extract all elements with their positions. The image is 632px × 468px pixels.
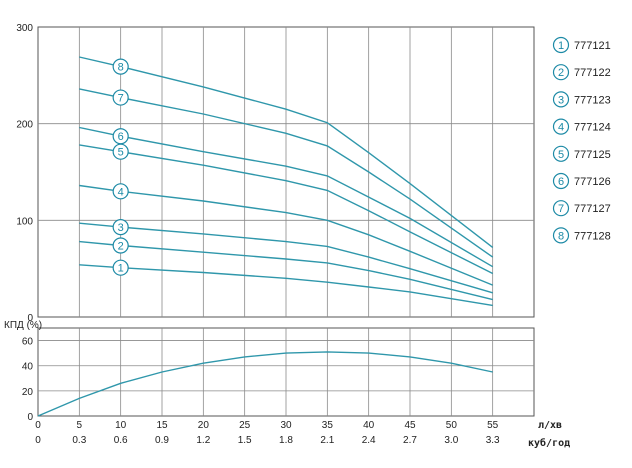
curve-marker-circle [112,89,129,106]
legend-entry-777128: 777128 [574,230,611,242]
legend-marker-number: 8 [558,230,564,242]
flow-lpm-tick-label: 0 [35,420,41,431]
curve-marker-number: 5 [118,147,124,159]
flow-lpm-tick-label: 45 [404,420,416,431]
efficiency-curve-line [37,351,493,417]
head-curve-markers: 1 2 3 4 5 6 7 8 [112,58,129,276]
head-curve-777128 [79,56,494,248]
head-gridlines [38,27,534,317]
head-curve-777122 [79,240,493,301]
flow-lpm-tick-labels: 0 5 10 15 20 25 30 35 40 45 50 55 [35,420,498,431]
flow-m3h-tick-label: 0 [35,435,41,446]
flow-m3h-tick-label: 2.7 [403,435,417,446]
efficiency-axis-label: КПД (%) [4,320,42,331]
flow-lpm-tick-label: 35 [322,420,334,431]
legend: 1 777121 2 777122 3 777123 4 777124 5 777125 6 7771… [552,36,611,244]
flow-lpm-tick-label: 40 [363,420,375,431]
curve-marker-number: 2 [118,240,124,252]
curve-marker-circle [112,237,129,254]
flow-lpm-tick-label: 25 [239,420,251,431]
curve-marker-number: 7 [118,93,124,105]
head-curve-777127 [79,88,494,258]
legend-entry-777126: 777126 [574,176,611,188]
curve-marker-circle [112,183,129,200]
curve-marker-number: 6 [118,131,124,143]
flow-lpm-tick-label: 50 [446,420,458,431]
flow-m3h-tick-label: 3.3 [486,435,500,446]
legend-marker [552,36,570,54]
legend-marker-number: 7 [558,203,564,215]
legend-marker [552,64,570,81]
head-curve-777125 [79,144,494,275]
curve-marker-number: 8 [118,62,124,74]
legend-entry-777124: 777124 [574,122,611,134]
legend-entry-777121: 777121 [574,40,611,52]
efficiency-y-tick-label: 60 [22,337,34,348]
legend-marker-number: 1 [558,40,564,52]
efficiency-curve [37,351,493,417]
legend-marker [552,145,570,162]
efficiency-gridlines [38,328,534,416]
legend-entry-777127: 777127 [574,203,611,215]
curve-marker-circle [112,219,129,236]
flow-m3h-tick-label: 1.5 [238,435,252,446]
legend-marker [552,227,570,244]
head-curve-777121 [79,264,493,307]
legend-marker [552,200,570,217]
curve-marker-circle [112,58,129,75]
legend-marker-number: 2 [558,67,564,79]
curve-marker-number: 1 [118,263,124,275]
curve-marker-circle [112,259,129,276]
efficiency-y-tick-labels: 0 20 40 60 [22,337,34,423]
flow-m3h-tick-label: 0.3 [72,435,86,446]
legend-marker-number: 4 [558,122,564,134]
flow-m3h-tick-label: 2.4 [362,435,376,446]
flow-lpm-tick-label: 5 [77,420,83,431]
head-curve-777124 [79,184,493,286]
legend-marker-number: 6 [558,176,564,188]
flow-m3h-tick-label: 1.8 [279,435,293,446]
head-curve-777126 [79,126,494,268]
curve-marker-number: 4 [118,186,124,198]
curve-marker-circle [112,128,129,145]
head-curve-777123 [79,222,493,294]
efficiency-y-tick-label: 40 [22,362,34,373]
flow-m3h-tick-label: 3.0 [444,435,458,446]
flow-m3h-tick-label: 0.6 [114,435,128,446]
efficiency-plot: 0 20 40 60 КПД (%) 0 5 10 15 20 25 30 35 40 45 50 55 л… [4,320,570,449]
head-plot: 0 100 200 300 1 2 3 4 5 6 7 8 [16,23,535,324]
legend-marker-number: 5 [558,149,564,161]
legend-marker [552,172,570,190]
legend-marker [552,118,570,135]
flow-m3h-unit: куб/год [528,437,570,449]
flow-lpm-tick-label: 20 [198,420,210,431]
legend-marker [552,91,570,108]
head-y-tick-labels: 0 100 200 300 [16,23,33,324]
flow-lpm-tick-label: 15 [156,420,168,431]
flow-m3h-tick-label: 2.1 [320,435,334,446]
legend-entry-777122: 777122 [574,67,611,79]
flow-lpm-tick-label: 55 [487,420,499,431]
head-y-tick-label: 300 [16,23,33,34]
efficiency-y-tick-label: 0 [27,412,33,423]
head-curves [79,56,494,307]
flow-lpm-tick-label: 30 [280,420,292,431]
efficiency-y-tick-label: 20 [22,387,34,398]
legend-entry-777125: 777125 [574,149,611,161]
head-y-tick-label: 200 [16,120,33,131]
flow-lpm-unit: л/хв [538,420,562,431]
legend-entry-777123: 777123 [574,94,611,106]
flow-m3h-tick-label: 1.2 [196,435,210,446]
curve-marker-number: 3 [118,222,124,234]
legend-marker-number: 3 [558,94,564,106]
flow-m3h-tick-label: 0.9 [155,435,169,446]
flow-m3h-tick-labels: 0 0.3 0.6 0.9 1.2 1.5 1.8 2.1 2.4 2.7 3.0 3.3 [35,435,500,446]
head-y-tick-label: 0 [27,313,33,324]
flow-lpm-tick-label: 10 [115,420,127,431]
head-y-tick-label: 100 [16,216,33,227]
